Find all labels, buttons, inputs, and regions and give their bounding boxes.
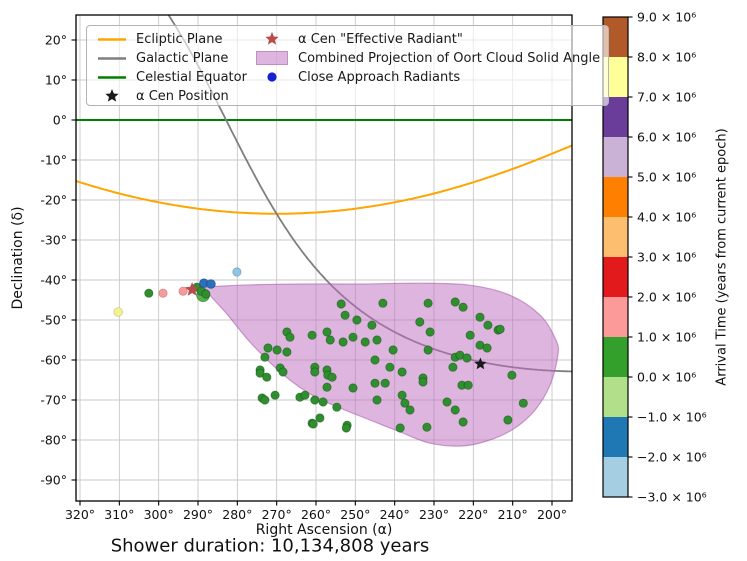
radiants-arrival-1-2My [158,286,188,298]
line-swatch-icon [96,75,128,80]
svg-text:7.0 × 10⁶: 7.0 × 10⁶ [637,90,696,105]
legend-item-alpha-cen-position: α Cen Position [96,87,229,105]
legend-label: Combined Projection of Oort Cloud Solid … [298,50,601,66]
svg-text:10°: 10° [45,73,67,88]
line-swatch-icon [96,56,128,61]
axes-frame [75,14,573,502]
y-axis-label: Declination (δ) [10,206,26,310]
svg-text:0.0 × 10⁶: 0.0 × 10⁶ [637,370,696,385]
svg-text:8.0 × 10⁶: 8.0 × 10⁶ [637,50,696,65]
svg-text:-60°: -60° [40,353,67,368]
svg-text:270°: 270° [262,507,292,522]
svg-text:−2.0 × 10⁶: −2.0 × 10⁶ [637,450,707,465]
ecliptic-plane-line [76,144,572,215]
legend-item-galactic-plane: Galactic Plane [96,49,228,67]
svg-text:20°: 20° [45,33,67,48]
legend-item-close-approach-radiants: Close Approach Radiants [254,68,460,86]
legend: Ecliptic Plane Galactic Plane Celestial … [86,25,609,106]
close-approach-radiants [199,278,216,289]
svg-text:210°: 210° [498,507,528,522]
legend-item-alpha-cen-effective-radiant: α Cen "Effective Radiant" [254,30,463,48]
colorbar-label: Arrival Time (years from current epoch) [714,128,730,386]
svg-text:4.0 × 10⁶: 4.0 × 10⁶ [637,210,696,225]
svg-text:-50°: -50° [40,313,67,328]
line-swatch-icon [96,37,128,42]
svg-text:-10°: -10° [40,153,67,168]
svg-text:-20°: -20° [40,193,67,208]
legend-label: Celestial Equator [136,69,247,85]
svg-text:-80°: -80° [40,433,67,448]
svg-text:310°: 310° [104,507,134,522]
axis-ticks [71,39,553,506]
colorbar: 9.0 × 10⁶ 8.0 × 10⁶ 7.0 × 10⁶ 6.0 × 10⁶ 5.0 … [602,10,707,505]
radiants-arrival-0-1My [144,282,528,433]
svg-text:250°: 250° [340,507,370,522]
svg-text:-70°: -70° [40,393,67,408]
svg-text:3.0 × 10⁶: 3.0 × 10⁶ [637,250,696,265]
legend-label: α Cen "Effective Radiant" [298,31,463,47]
alpha-cen-effective-radiant-marker [185,282,200,296]
patch-swatch-icon [254,51,290,65]
svg-text:280°: 280° [222,507,252,522]
axis-tick-labels: 320° 310° 300° 290° 280° 270° 260° 250° 240° 230°… [40,33,567,523]
svg-text:9.0 × 10⁶: 9.0 × 10⁶ [637,10,696,25]
legend-label: Close Approach Radiants [298,69,461,85]
radiants-arrival-7-8My [113,307,123,317]
legend-label: Galactic Plane [136,50,229,66]
legend-item-oort-cloud-projection: Combined Projection of Oort Cloud Solid … [254,49,600,67]
svg-text:290°: 290° [183,507,213,522]
svg-text:230°: 230° [419,507,449,522]
svg-text:-40°: -40° [40,273,67,288]
star-icon [96,87,128,105]
legend-item-ecliptic-plane: Ecliptic Plane [96,30,222,48]
svg-text:5.0 × 10⁶: 5.0 × 10⁶ [637,170,696,185]
x-axis-label: Right Ascension (α) [255,522,393,538]
svg-text:-30°: -30° [40,233,67,248]
svg-text:200°: 200° [537,507,567,522]
dot-icon [254,70,290,84]
legend-item-celestial-equator: Celestial Equator [96,68,247,86]
svg-text:320°: 320° [65,507,95,522]
star-icon [254,30,290,48]
legend-label: α Cen Position [136,88,229,104]
alpha-cen-position-marker [474,357,487,370]
svg-text:1.0 × 10⁶: 1.0 × 10⁶ [637,330,696,345]
svg-text:-90°: -90° [40,473,67,488]
svg-text:6.0 × 10⁶: 6.0 × 10⁶ [637,130,696,145]
svg-text:0°: 0° [53,113,67,128]
svg-text:2.0 × 10⁶: 2.0 × 10⁶ [637,290,696,305]
legend-label: Ecliptic Plane [136,31,223,47]
svg-text:−1.0 × 10⁶: −1.0 × 10⁶ [637,410,707,425]
svg-text:−3.0 × 10⁶: −3.0 × 10⁶ [637,490,707,505]
svg-text:260°: 260° [301,507,331,522]
svg-text:220°: 220° [458,507,488,522]
svg-text:240°: 240° [380,507,410,522]
svg-text:300°: 300° [144,507,174,522]
radiants-arrival-neg3-neg2My [232,267,242,277]
shower-duration-caption: Shower duration: 10,134,808 years [110,535,430,557]
